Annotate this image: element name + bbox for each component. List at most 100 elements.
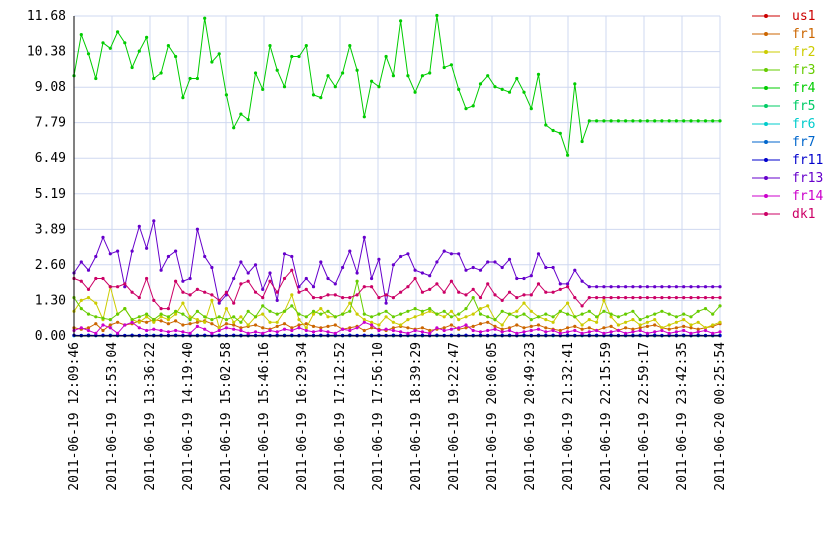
data-point <box>137 320 141 324</box>
data-point <box>108 46 112 50</box>
data-point <box>428 307 432 311</box>
data-point <box>609 330 613 334</box>
data-point <box>624 119 628 123</box>
data-point <box>137 296 141 300</box>
legend-item-fr4: fr4 <box>752 81 816 96</box>
data-point <box>515 76 519 81</box>
data-point <box>210 265 214 270</box>
data-point <box>667 312 671 316</box>
data-point <box>282 322 287 326</box>
data-point <box>224 326 228 330</box>
data-point <box>718 320 722 324</box>
data-point <box>261 312 265 316</box>
data-point <box>609 324 613 328</box>
data-point <box>515 276 519 281</box>
data-point <box>311 312 316 316</box>
data-point <box>442 65 446 70</box>
data-point <box>391 328 395 333</box>
data-point <box>500 323 504 327</box>
data-point <box>181 312 185 316</box>
data-point <box>616 285 621 289</box>
data-point <box>86 326 91 330</box>
data-point <box>152 318 156 322</box>
x-tick-label: 2011-06-19 19:22:47 <box>447 342 462 491</box>
data-point <box>94 301 98 305</box>
data-point <box>232 320 236 324</box>
data-point <box>217 298 221 302</box>
data-point <box>595 320 599 324</box>
data-point <box>544 123 548 127</box>
data-point <box>544 290 548 294</box>
data-point <box>203 16 207 20</box>
series-fr3 <box>72 279 722 324</box>
data-point <box>435 326 439 330</box>
data-point <box>101 276 105 281</box>
data-point <box>711 119 715 123</box>
data-point <box>478 330 483 334</box>
data-point <box>660 326 664 330</box>
data-point <box>442 326 446 330</box>
data-point <box>370 315 374 319</box>
data-point <box>355 279 359 283</box>
legend-label: fr13 <box>792 171 823 186</box>
data-point <box>522 312 526 316</box>
data-point <box>682 119 686 123</box>
data-point <box>471 104 475 108</box>
data-point <box>203 315 207 319</box>
data-point <box>638 119 642 123</box>
data-point <box>159 319 163 323</box>
data-point <box>544 312 548 316</box>
data-point <box>529 107 533 111</box>
data-point <box>341 312 345 316</box>
legend-marker <box>764 68 768 72</box>
data-point <box>493 260 497 264</box>
data-point <box>159 71 163 75</box>
data-point <box>181 323 185 327</box>
data-point <box>203 254 207 259</box>
data-point <box>631 330 635 334</box>
data-point <box>464 326 468 330</box>
data-point <box>660 285 664 289</box>
data-point <box>217 328 221 333</box>
data-point <box>464 293 468 297</box>
data-point <box>181 290 185 294</box>
legend: us1 fr1 fr2 fr3 fr4 fr5 fr6 fr7 fr11 fr13 fr14 dk1 <box>752 9 823 222</box>
data-point <box>130 65 134 70</box>
data-point <box>449 63 453 67</box>
data-point <box>435 260 439 264</box>
data-point <box>587 285 591 289</box>
data-point <box>457 252 461 256</box>
legend-item-fr2: fr2 <box>752 45 815 60</box>
data-point <box>290 54 294 59</box>
data-point <box>246 118 250 122</box>
data-point <box>420 74 424 78</box>
data-point <box>333 315 337 319</box>
data-point <box>181 96 185 100</box>
data-point <box>348 326 352 330</box>
data-point <box>573 296 577 300</box>
data-point <box>486 315 490 319</box>
data-point <box>290 293 294 297</box>
data-point <box>536 252 541 256</box>
data-point <box>370 326 374 330</box>
legend-marker <box>764 176 768 180</box>
legend-item-fr7: fr7 <box>752 135 815 150</box>
data-point <box>145 276 149 281</box>
data-point <box>602 296 606 300</box>
data-point <box>297 54 301 59</box>
data-point <box>348 301 352 305</box>
legend-label: fr3 <box>792 63 815 78</box>
data-point <box>689 323 693 327</box>
data-point <box>718 119 722 123</box>
data-point <box>384 301 388 305</box>
data-point <box>108 318 112 322</box>
data-point <box>210 322 214 326</box>
data-point <box>558 287 562 291</box>
legend-marker <box>764 212 768 216</box>
data-point <box>377 328 381 333</box>
data-point <box>449 252 453 256</box>
data-point <box>275 324 279 328</box>
data-point <box>660 119 664 123</box>
x-tick-labels: 2011-06-19 12:09:46 2011-06-19 12:53:04 20… <box>67 342 728 491</box>
data-point <box>348 328 352 333</box>
